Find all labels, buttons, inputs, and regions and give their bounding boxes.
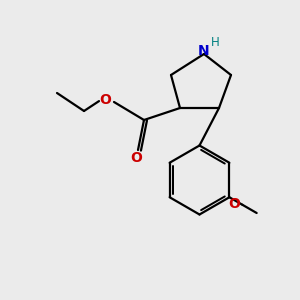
Text: O: O (99, 93, 111, 107)
Text: O: O (130, 152, 142, 165)
Text: H: H (211, 36, 220, 49)
Text: O: O (228, 197, 240, 211)
Text: N: N (198, 44, 210, 58)
